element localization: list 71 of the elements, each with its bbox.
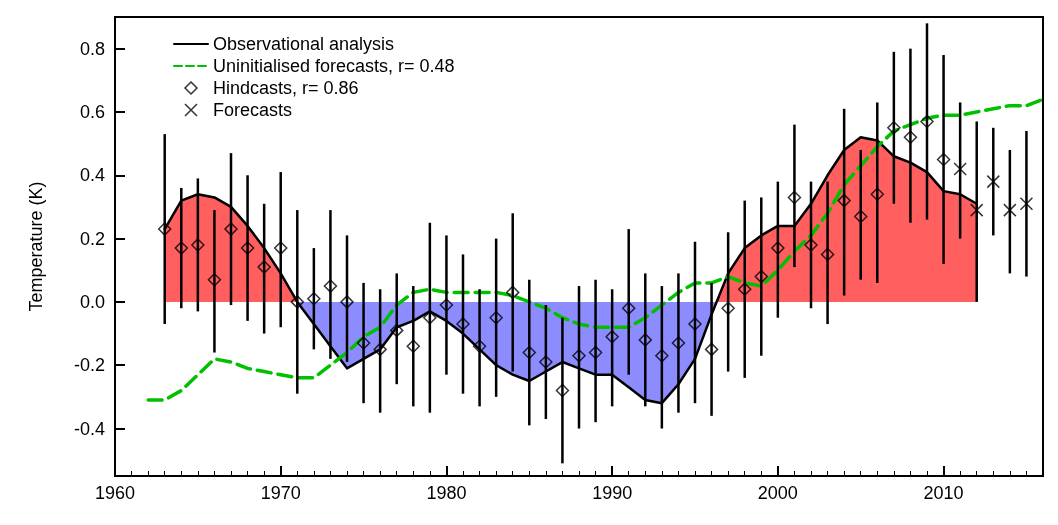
point bbox=[224, 222, 238, 236]
point bbox=[887, 121, 901, 135]
point bbox=[903, 130, 918, 145]
point bbox=[191, 238, 205, 252]
point bbox=[539, 355, 553, 369]
point bbox=[522, 345, 537, 360]
x-tick-label: 1970 bbox=[260, 483, 301, 503]
point bbox=[771, 241, 785, 255]
point bbox=[688, 317, 702, 331]
point bbox=[472, 339, 487, 353]
x-tick-label: 1980 bbox=[426, 483, 467, 503]
point bbox=[853, 209, 868, 224]
point bbox=[389, 323, 404, 338]
point bbox=[754, 269, 769, 284]
point bbox=[605, 329, 619, 344]
point bbox=[174, 241, 189, 255]
point bbox=[307, 291, 321, 306]
point bbox=[655, 348, 669, 363]
x-tick-label: 1960 bbox=[94, 483, 136, 503]
y-tick-label: 0.4 bbox=[79, 165, 105, 186]
point bbox=[588, 345, 603, 360]
point bbox=[804, 238, 818, 252]
point bbox=[737, 282, 752, 296]
point bbox=[456, 317, 470, 331]
point bbox=[373, 342, 387, 357]
point bbox=[986, 174, 1001, 189]
point bbox=[837, 193, 851, 208]
y-tick-label: 0.2 bbox=[79, 228, 105, 249]
point bbox=[638, 333, 653, 347]
point bbox=[1003, 203, 1017, 217]
y-axis-title: Temperature (K) bbox=[26, 181, 46, 312]
y-tick-label: -0.4 bbox=[73, 418, 105, 439]
x-tick-label: 2000 bbox=[757, 483, 798, 503]
point bbox=[240, 241, 255, 255]
point bbox=[920, 114, 934, 129]
point bbox=[489, 310, 503, 325]
point bbox=[721, 301, 735, 315]
point bbox=[704, 342, 719, 357]
point bbox=[257, 260, 271, 274]
legend-label: Uninitialised forecasts, r= 0.48 bbox=[213, 56, 455, 76]
point bbox=[505, 285, 520, 300]
point bbox=[820, 247, 835, 262]
point bbox=[621, 301, 636, 315]
point bbox=[555, 383, 570, 398]
point bbox=[356, 336, 371, 350]
point bbox=[870, 187, 885, 202]
point bbox=[1019, 197, 1034, 211]
point bbox=[207, 272, 222, 287]
point bbox=[936, 152, 951, 167]
legend-label: Hindcasts, r= 0.86 bbox=[213, 78, 359, 98]
y-tick-label: -0.2 bbox=[73, 355, 105, 376]
point bbox=[671, 336, 686, 350]
point bbox=[572, 348, 586, 363]
point bbox=[787, 190, 802, 205]
line-series bbox=[146, 97, 1045, 402]
y-tick-label: 0.6 bbox=[79, 101, 105, 122]
y-tick-label: 0.0 bbox=[79, 291, 105, 312]
point bbox=[157, 222, 172, 236]
point bbox=[290, 295, 305, 309]
x-tick-label: 2010 bbox=[923, 483, 964, 503]
point bbox=[406, 339, 421, 353]
y-tick-label: 0.8 bbox=[79, 38, 105, 59]
x-tick-label: 1990 bbox=[592, 483, 633, 503]
point bbox=[439, 298, 454, 312]
legend-label: Forecasts bbox=[213, 100, 293, 120]
point bbox=[323, 279, 338, 293]
point bbox=[953, 162, 967, 176]
point bbox=[273, 241, 288, 255]
legend-label: Observational analysis bbox=[213, 34, 395, 54]
point bbox=[969, 203, 984, 217]
point bbox=[340, 295, 354, 309]
